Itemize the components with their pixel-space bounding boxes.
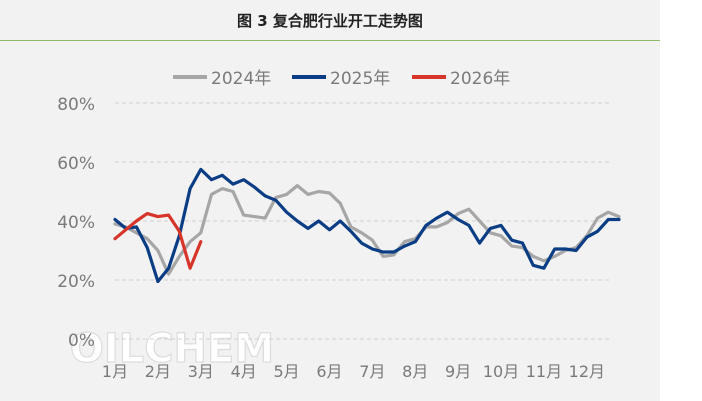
x-tick-label: 4月 xyxy=(231,362,257,381)
y-tick-label: 0% xyxy=(68,331,95,351)
y-tick-label: 60% xyxy=(57,154,95,174)
y-tick-label: 80% xyxy=(57,95,95,115)
x-tick-label: 8月 xyxy=(402,362,428,381)
x-tick-label: 12月 xyxy=(569,362,605,381)
x-tick-label: 2月 xyxy=(145,362,171,381)
watermark: OILCHEM xyxy=(70,326,274,372)
series-line-2024年 xyxy=(113,184,621,276)
x-tick-label: 7月 xyxy=(359,362,385,381)
y-tick-label: 40% xyxy=(57,213,95,233)
y-tick-label: 20% xyxy=(57,272,95,292)
x-tick-label: 5月 xyxy=(273,362,299,381)
legend-label: 2024年 xyxy=(211,69,271,89)
series-line-2025年 xyxy=(113,167,621,284)
chart-title: 图 3 复合肥行业开工走势图 xyxy=(237,11,423,30)
x-tick-label: 9月 xyxy=(445,362,471,381)
x-tick-label: 10月 xyxy=(483,362,519,381)
series-line-2026年 xyxy=(113,212,203,270)
x-tick-label: 3月 xyxy=(188,362,214,381)
legend-label: 2025年 xyxy=(330,69,390,89)
x-tick-label: 1月 xyxy=(102,362,128,381)
legend-label: 2026年 xyxy=(450,69,510,89)
x-tick-label: 6月 xyxy=(316,362,342,381)
title-bar: 图 3 复合肥行业开工走势图 xyxy=(0,0,660,41)
x-tick-label: 11月 xyxy=(526,362,562,381)
